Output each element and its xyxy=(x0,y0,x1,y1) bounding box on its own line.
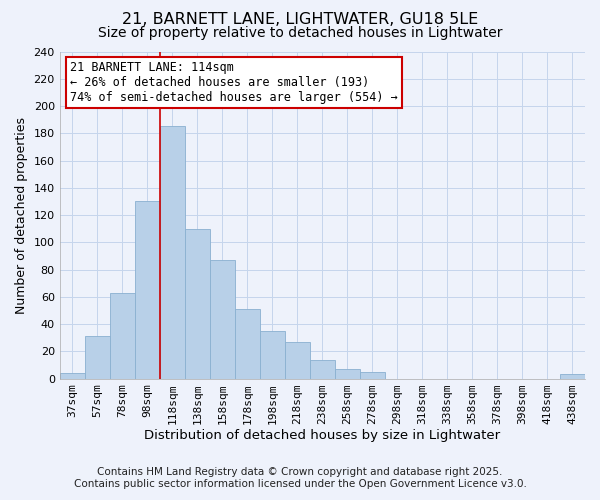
Y-axis label: Number of detached properties: Number of detached properties xyxy=(15,116,28,314)
Text: 21, BARNETT LANE, LIGHTWATER, GU18 5LE: 21, BARNETT LANE, LIGHTWATER, GU18 5LE xyxy=(122,12,478,28)
Bar xyxy=(210,260,235,378)
Bar xyxy=(335,369,360,378)
Bar xyxy=(360,372,385,378)
Bar xyxy=(310,360,335,378)
Bar xyxy=(85,336,110,378)
X-axis label: Distribution of detached houses by size in Lightwater: Distribution of detached houses by size … xyxy=(144,430,500,442)
Text: 21 BARNETT LANE: 114sqm
← 26% of detached houses are smaller (193)
74% of semi-d: 21 BARNETT LANE: 114sqm ← 26% of detache… xyxy=(70,62,398,104)
Bar xyxy=(560,374,585,378)
Bar xyxy=(235,309,260,378)
Bar xyxy=(59,373,85,378)
Bar xyxy=(285,342,310,378)
Text: Contains HM Land Registry data © Crown copyright and database right 2025.
Contai: Contains HM Land Registry data © Crown c… xyxy=(74,468,526,489)
Bar xyxy=(260,331,285,378)
Bar xyxy=(185,228,210,378)
Bar xyxy=(135,202,160,378)
Bar xyxy=(160,126,185,378)
Text: Size of property relative to detached houses in Lightwater: Size of property relative to detached ho… xyxy=(98,26,502,40)
Bar xyxy=(110,292,135,378)
